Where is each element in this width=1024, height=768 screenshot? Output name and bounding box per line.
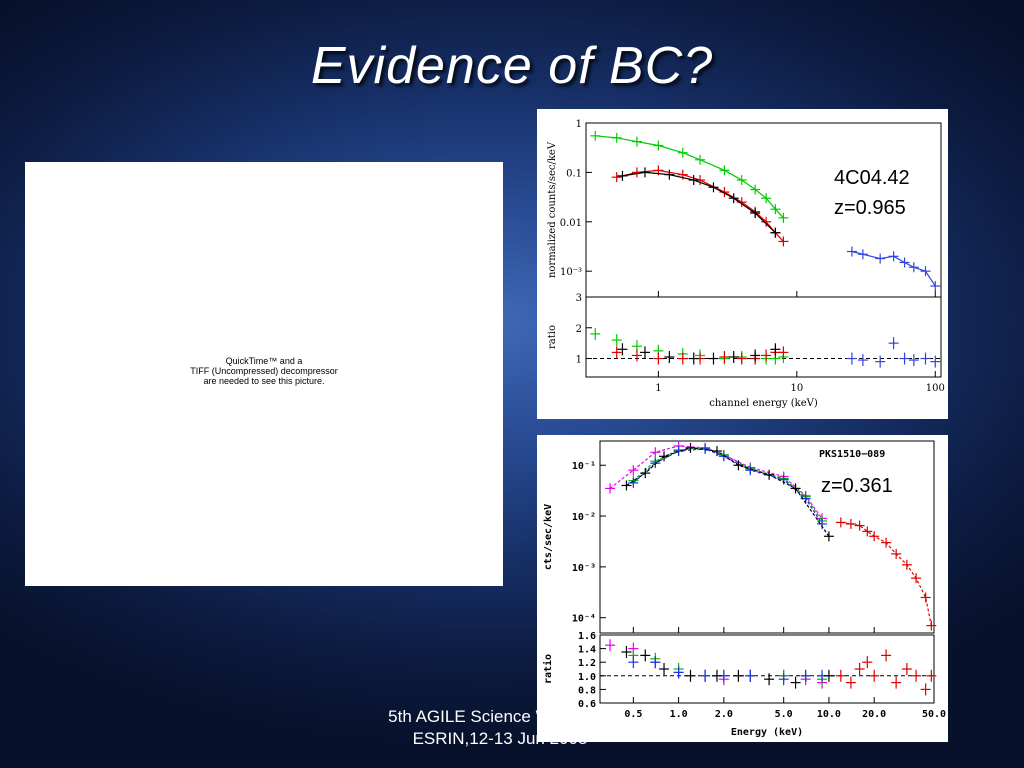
y-tick-label: 0.1 [566,168,582,179]
missing-picture-placeholder: QuickTime™ and a TIFF (Uncompressed) dec… [25,162,503,586]
y-tick-label: 10⁻¹ [572,461,596,472]
x-axis-label: Energy (keV) [731,727,803,738]
model-curve [616,169,784,242]
model-curve [609,445,823,519]
y-tick-label: 10⁻⁴ [572,614,596,625]
spectrum-plot-4c0442: 1 10 100 1 0.1 0.01 10⁻³ 3 2 1 channel energy (keV… [537,109,948,419]
y-tick-label: 0.8 [578,685,596,696]
y-tick-label: 10⁻² [572,512,596,523]
plot-pks1510-svg: 0.5 1.0 2.0 5.0 10.0 20.0 50.0 10⁻¹ 10⁻² 10⁻³ 10⁻⁴… [542,440,946,738]
y-tick-label: 0.01 [560,218,582,229]
x-tick-label: 5.0 [775,709,793,720]
placeholder-message: QuickTime™ and a TIFF (Uncompressed) dec… [25,356,503,386]
y-axis-label: cts/sec/keV [543,504,554,570]
slide-title: Evidence of BC? [310,37,714,95]
y-tick-label: 2 [576,324,582,335]
placeholder-line: QuickTime™ and a [225,356,303,366]
y-tick-label: 1 [576,119,582,130]
x-tick-label: 10.0 [817,709,841,720]
y-tick-label: 1.4 [578,645,596,656]
ratio-panel-frame [585,296,942,378]
x-tick-label: 100 [926,383,945,394]
y-tick-label: 1 [576,355,582,366]
model-curve [626,447,830,537]
x-tick-label: 0.5 [624,709,642,720]
placeholder-line: TIFF (Uncompressed) decompressor [190,366,338,376]
source-annotation: 4C04.42 [834,167,910,189]
model-curve [851,250,936,287]
x-tick-label: 1.0 [670,709,688,720]
model-curve [632,448,823,525]
x-tick-label: 1 [655,383,661,394]
y-tick-label: 0.6 [578,699,596,710]
ratio-axis-label: ratio [547,325,558,349]
model-curve [622,171,776,234]
model-curve [595,135,784,219]
y-tick-label: 1.2 [578,658,596,669]
ratio-panel-frame [599,634,935,704]
x-tick-label: 50.0 [922,709,946,720]
x-tick-label: 20.0 [862,709,886,720]
y-axis-label: normalized counts/sec/keV [547,141,558,278]
y-tick-label: 1.6 [578,631,596,642]
placeholder-line: are needed to see this picture. [203,376,325,386]
x-axis-label: channel energy (keV) [709,398,818,409]
y-tick-label: 1.0 [578,672,596,683]
y-tick-label: 10⁻³ [572,563,596,574]
source-annotation: z=0.965 [834,197,906,219]
x-tick-label: 10 [790,383,803,394]
plot-4c0442-svg: 1 10 100 1 0.1 0.01 10⁻³ 3 2 1 channel energy (keV… [547,119,945,409]
x-tick-label: 2.0 [715,709,733,720]
model-curve [840,521,932,626]
upper-panel-frame [599,440,935,634]
source-annotation: z=0.361 [821,475,893,497]
y-tick-label: 10⁻³ [560,267,582,278]
spectrum-plot-pks1510: 0.5 1.0 2.0 5.0 10.0 20.0 50.0 10⁻¹ 10⁻² 10⁻³ 10⁻⁴… [537,435,948,742]
ratio-axis-label: ratio [542,654,554,684]
source-annotation: PKS1510−089 [819,449,885,460]
y-tick-label: 3 [576,293,582,304]
